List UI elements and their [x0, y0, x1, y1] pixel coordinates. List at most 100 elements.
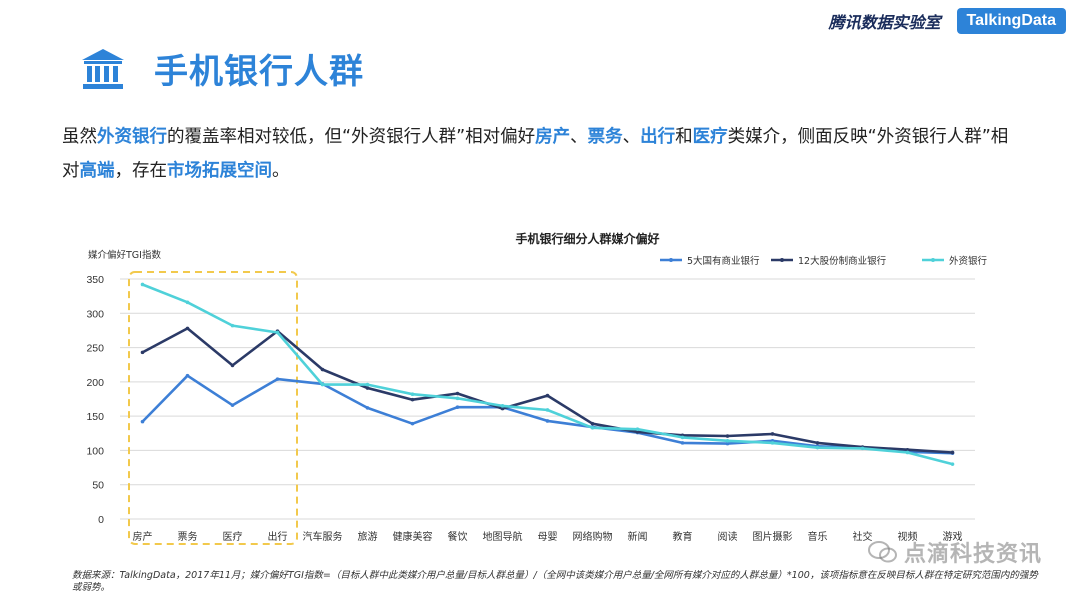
data-point	[320, 382, 325, 387]
data-point	[140, 350, 145, 355]
x-tick-label: 教育	[673, 530, 693, 543]
x-tick-label: 社交	[853, 530, 873, 543]
summary-segment: 和	[675, 127, 693, 147]
summary-segment: 虽然	[62, 127, 97, 147]
summary-highlight: 票务	[587, 127, 623, 147]
data-point	[365, 382, 370, 387]
summary-segment: 类媒介，侧面反映“外资银行人群”相对	[62, 127, 1009, 181]
data-point	[185, 326, 190, 331]
data-point	[230, 403, 235, 407]
legend-marker	[931, 258, 935, 262]
x-tick-label: 医疗	[223, 530, 243, 543]
legend-label: 12大股份制商业银行	[798, 255, 887, 267]
data-point	[365, 406, 370, 410]
data-point	[725, 434, 730, 438]
data-point	[680, 441, 685, 445]
data-point	[545, 408, 550, 412]
wechat-icon	[867, 541, 897, 563]
data-point	[320, 367, 325, 372]
summary-segment: 、	[622, 127, 641, 147]
series-line-0	[141, 374, 954, 455]
y-tick-label: 300	[86, 308, 104, 320]
data-point	[275, 330, 280, 335]
data-point	[635, 427, 640, 431]
x-tick-label: 健康美容	[393, 530, 433, 543]
top-bar: 腾讯数据实验室 TalkingData	[828, 8, 1066, 34]
data-point	[500, 404, 505, 408]
legend-marker	[780, 258, 784, 262]
summary-highlight: 医疗	[692, 127, 728, 147]
data-point	[410, 392, 415, 396]
data-point	[455, 405, 460, 410]
title-row: 手机银行人群	[80, 44, 364, 93]
data-point	[590, 426, 595, 430]
chart-title: 手机银行细分人群媒介偏好	[515, 231, 659, 246]
y-axis-label: 媒介偏好TGI指数	[88, 249, 161, 261]
watermark: 点滴科技资讯	[867, 536, 1042, 568]
x-tick-label: 图片摄影	[753, 530, 793, 543]
summary-highlight: 出行	[640, 127, 676, 147]
data-point	[590, 421, 595, 426]
x-tick-label: 地图导航	[483, 530, 523, 543]
y-tick-label: 200	[86, 377, 104, 389]
data-point	[185, 373, 190, 378]
data-point	[635, 430, 640, 434]
data-point	[410, 421, 415, 426]
summary-highlight: 市场拓展空间	[167, 161, 272, 181]
y-tick-label: 250	[86, 343, 104, 355]
summary-segment: 、	[570, 127, 588, 147]
watermark-text: 点滴科技资讯	[903, 542, 1042, 567]
y-tick-label: 0	[98, 514, 104, 526]
legend-label: 外资银行	[949, 255, 988, 267]
data-point	[140, 282, 145, 287]
x-tick-label: 汽车服务	[303, 530, 343, 543]
x-tick-label: 阅读	[718, 530, 738, 543]
bank-icon	[82, 48, 124, 89]
x-tick-label: 出行	[268, 530, 288, 543]
data-point	[365, 386, 370, 390]
x-tick-label: 视频	[898, 530, 918, 543]
x-tick-label: 游戏	[943, 530, 963, 543]
x-tick-label: 餐饮	[448, 530, 468, 543]
y-tick-label: 150	[86, 411, 104, 423]
y-tick-label: 50	[92, 480, 104, 492]
summary-text: 虽然外资银行的覆盖率相对较低，但“外资银行人群”相对偏好房产、票务、出行和医疗类…	[62, 120, 1022, 188]
legend-label: 5大国有商业银行	[687, 255, 760, 267]
data-point	[860, 446, 865, 451]
lab-name: 腾讯数据实验室	[828, 13, 941, 32]
data-point	[545, 393, 550, 398]
data-point	[815, 445, 820, 450]
x-tick-label: 新闻	[628, 530, 648, 543]
y-tick-label: 350	[86, 274, 104, 286]
summary-segment: 。	[272, 161, 290, 181]
x-tick-label: 母婴	[538, 531, 558, 543]
data-point	[230, 363, 235, 368]
data-point	[950, 462, 955, 466]
x-tick-label: 房产	[133, 530, 153, 543]
highlight-box	[128, 271, 298, 545]
data-point	[950, 450, 955, 455]
x-tick-label: 票务	[178, 530, 198, 543]
data-point	[905, 450, 910, 455]
source-note: 数据来源：TalkingData，2017年11月；媒介偏好TGI指数=（目标人…	[72, 570, 1038, 593]
summary-highlight: 高端	[79, 161, 115, 181]
data-point	[770, 432, 775, 436]
data-point	[725, 439, 730, 443]
data-point	[545, 419, 550, 423]
legend-marker	[669, 258, 673, 262]
data-point	[905, 447, 910, 452]
data-point	[455, 391, 460, 396]
data-point	[275, 377, 280, 381]
summary-highlight: 外资银行	[97, 127, 167, 147]
page-title: 手机银行人群	[154, 52, 364, 92]
x-tick-label: 音乐	[808, 530, 828, 543]
talkingdata-logo: TalkingData	[956, 8, 1066, 34]
data-point	[500, 406, 505, 411]
data-point	[725, 441, 730, 446]
data-point	[410, 397, 415, 402]
data-point	[455, 396, 460, 401]
x-tick-label: 旅游	[358, 530, 378, 543]
summary-segment: 的覆盖率相对较低，但“外资银行人群”相对偏好	[167, 127, 536, 147]
summary-segment: ，存在	[114, 161, 168, 181]
